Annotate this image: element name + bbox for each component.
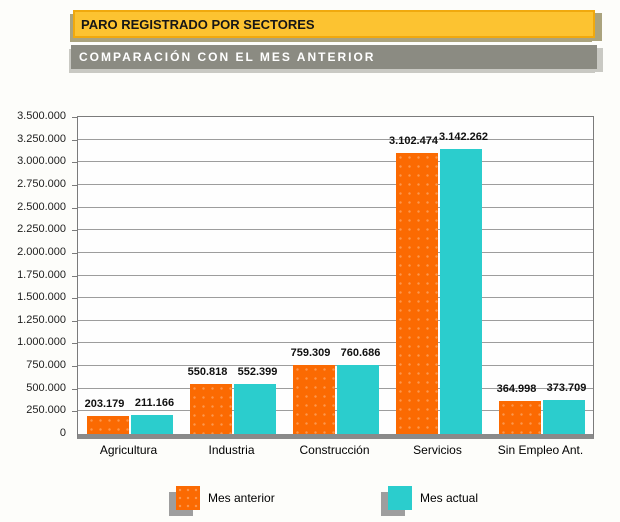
bar-agricultura-mes-actual: 211.166 bbox=[130, 397, 174, 434]
bar-value-label: 364.998 bbox=[496, 382, 537, 395]
y-tick-mark bbox=[72, 343, 77, 345]
bar-industria-mes-actual: 552.399 bbox=[233, 366, 277, 434]
y-tick-mark bbox=[72, 252, 77, 254]
y-axis-label-3.250.000: 3.250.000 bbox=[17, 132, 66, 145]
y-tick-mark bbox=[72, 162, 77, 164]
x-axis-label-construcci-n: Construcción bbox=[299, 443, 370, 457]
gridline-1.500.000 bbox=[78, 297, 593, 299]
bar-group-agricultura: 203.179 211.166 bbox=[78, 117, 181, 434]
gridline-2.000.000 bbox=[78, 251, 593, 253]
legend-swatch-wrap bbox=[169, 486, 200, 516]
y-tick-mark bbox=[72, 411, 77, 413]
legend-swatch-mes-anterior bbox=[176, 486, 200, 510]
bar-industria-mes-anterior: 550.818 bbox=[188, 366, 232, 434]
gridline-2.500.000 bbox=[78, 206, 593, 208]
gridline-3.250.000 bbox=[78, 138, 593, 140]
page-subtitle: COMPARACIÓN CON EL MES ANTERIOR bbox=[79, 50, 376, 64]
y-axis-label-3.000.000: 3.000.000 bbox=[17, 155, 66, 168]
bar-value-label: 3.102.474 bbox=[389, 135, 438, 148]
gridline-500.000 bbox=[78, 387, 593, 389]
bar-construcci-n-mes-actual: 760.686 bbox=[336, 347, 380, 434]
legend-label-mes-actual: Mes actual bbox=[420, 491, 479, 505]
y-tick-mark bbox=[72, 117, 77, 118]
gridline-2.750.000 bbox=[78, 183, 593, 185]
legend-item-mes-actual: Mes actual bbox=[381, 486, 479, 516]
title-banner: PARO REGISTRADO POR SECTORES bbox=[73, 10, 595, 38]
gridline-250.000 bbox=[78, 410, 593, 412]
legend-swatch-mes-actual bbox=[388, 486, 412, 510]
y-tick-mark bbox=[72, 320, 77, 322]
legend-swatch-wrap bbox=[381, 486, 412, 516]
y-axis-label-1.750.000: 1.750.000 bbox=[17, 268, 66, 281]
y-tick-mark bbox=[72, 298, 77, 300]
bar-sin-empleo-ant-mes-actual: 373.709 bbox=[542, 382, 586, 434]
y-tick-mark bbox=[72, 230, 77, 232]
y-axis-label-750.000: 750.000 bbox=[26, 359, 66, 372]
bar-agricultura-mes-anterior: 203.179 bbox=[85, 398, 129, 434]
plot-area: 203.179 211.166 550.818 552.399 759.309 760.6… bbox=[72, 116, 594, 439]
x-axis-category-labels: Agricultura Industria Construcción Servicio… bbox=[77, 443, 592, 457]
bar-value-label: 373.709 bbox=[546, 382, 587, 395]
bar-group-industria: 550.818 552.399 bbox=[181, 117, 284, 434]
bar-value-label: 3.142.262 bbox=[439, 131, 488, 144]
y-tick-mark bbox=[72, 207, 77, 209]
gridline-2.250.000 bbox=[78, 229, 593, 231]
y-tick-mark bbox=[72, 388, 77, 390]
bar-value-label: 552.399 bbox=[237, 365, 278, 378]
y-axis-label-1.250.000: 1.250.000 bbox=[17, 313, 66, 326]
x-axis-label-sin-empleo-ant: Sin Empleo Ant. bbox=[497, 443, 584, 457]
bar-value-label: 550.818 bbox=[187, 366, 228, 379]
bar-construcci-n-mes-anterior: 759.309 bbox=[291, 347, 335, 434]
y-axis-label-2.750.000: 2.750.000 bbox=[17, 177, 66, 190]
bar-servicios-mes-anterior: 3.102.474 bbox=[389, 135, 438, 434]
bar-sin-empleo-ant-mes-anterior: 364.998 bbox=[497, 383, 541, 434]
bar-series-container: 203.179 211.166 550.818 552.399 759.309 760.6… bbox=[78, 117, 593, 434]
gridline-1.000.000 bbox=[78, 342, 593, 344]
bar-group-construcci-n: 759.309 760.686 bbox=[284, 117, 387, 434]
y-axis-label-2.000.000: 2.000.000 bbox=[17, 245, 66, 258]
subtitle-banner: COMPARACIÓN CON EL MES ANTERIOR bbox=[71, 45, 597, 69]
bar-value-label: 211.166 bbox=[134, 396, 175, 409]
y-axis-label-1.500.000: 1.500.000 bbox=[17, 291, 66, 304]
x-axis-label-agricultura: Agricultura bbox=[99, 443, 158, 457]
legend-item-mes-anterior: Mes anterior bbox=[169, 486, 275, 516]
y-tick-mark bbox=[72, 366, 77, 368]
y-axis-label-2.500.000: 2.500.000 bbox=[17, 200, 66, 213]
y-axis-tick-labels: 0 250.000 500.000 750.000 1.000.000 1.250.000… bbox=[0, 110, 66, 439]
bar-value-label: 760.686 bbox=[340, 347, 381, 360]
y-axis-label-2.250.000: 2.250.000 bbox=[17, 223, 66, 236]
gridline-1.250.000 bbox=[78, 319, 593, 321]
x-axis-label-servicios: Servicios bbox=[413, 443, 462, 457]
y-tick-mark bbox=[72, 184, 77, 186]
y-axis-label-0: 0 bbox=[59, 427, 66, 439]
gridline-750.000 bbox=[78, 365, 593, 367]
y-axis-label-250.000: 250.000 bbox=[26, 404, 66, 417]
y-tick-mark bbox=[72, 275, 77, 277]
y-axis-label-1.000.000: 1.000.000 bbox=[17, 336, 66, 349]
bar-group-servicios: 3.102.474 3.142.262 bbox=[387, 117, 490, 434]
y-tick-mark bbox=[72, 139, 77, 141]
bar-group-sin-empleo-ant: 364.998 373.709 bbox=[490, 117, 593, 434]
y-axis-label-500.000: 500.000 bbox=[26, 381, 66, 394]
gridline-3.000.000 bbox=[78, 161, 593, 163]
bar-value-label: 203.179 bbox=[84, 397, 125, 410]
x-axis-label-industria: Industria bbox=[208, 443, 255, 457]
bar-value-label: 759.309 bbox=[290, 347, 331, 360]
page-title: PARO REGISTRADO POR SECTORES bbox=[81, 16, 315, 32]
legend-label-mes-anterior: Mes anterior bbox=[208, 491, 275, 505]
gridline-1.750.000 bbox=[78, 274, 593, 276]
bar-servicios-mes-actual: 3.142.262 bbox=[439, 131, 488, 434]
y-axis-label-3.500.000: 3.500.000 bbox=[17, 110, 66, 122]
